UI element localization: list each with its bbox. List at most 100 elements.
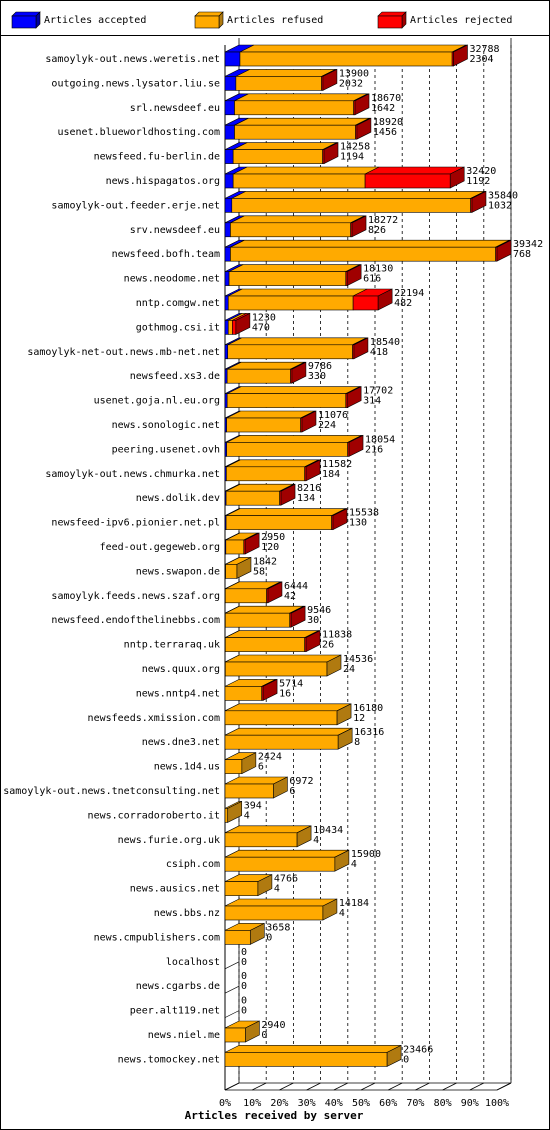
bar-top [225, 508, 346, 516]
x-tick [496, 1082, 512, 1091]
bar-top [224, 703, 352, 712]
x-tick-label: 80% [434, 1098, 452, 1109]
bar-segment [234, 124, 356, 140]
bar-top [231, 191, 485, 199]
x-tick-label: 60% [379, 1098, 397, 1109]
bar-segment [224, 295, 229, 311]
count-label-upper: 35840 [488, 190, 518, 201]
count-label-lower: 418 [370, 347, 388, 358]
bar-segment [352, 295, 379, 311]
bar-side [326, 654, 342, 677]
count-label-upper: 16316 [354, 727, 384, 738]
count-label-upper: 15900 [351, 849, 381, 860]
count-label-upper: 1230 [252, 312, 276, 323]
bar-segment [227, 320, 233, 335]
bar-side [290, 605, 306, 628]
bar-side [273, 776, 288, 799]
count-label-lower: 8 [354, 737, 360, 748]
y-tick-label: samoylyk-net-out.news.mb-net.net [27, 347, 220, 358]
count-label-lower: 6 [289, 786, 295, 797]
y-tick-label: newsfeed.fu-berlin.de [94, 152, 220, 163]
y-tick-label: feed-out.gegeweb.org [100, 542, 220, 553]
bar-top [224, 849, 350, 858]
bar-segment [224, 637, 305, 652]
count-label-upper: 32788 [469, 44, 499, 55]
bar-top [234, 117, 370, 126]
bar-side [262, 678, 278, 701]
bar-segment [224, 124, 235, 140]
bar-segment [232, 173, 366, 189]
y-tick-label: samoylyk-out.news.chmurka.net [45, 469, 220, 480]
x-tick-label: 40% [325, 1098, 343, 1109]
count-label-upper: 3658 [266, 922, 290, 933]
count-label-lower: 184 [322, 469, 340, 480]
bar-segment [224, 368, 228, 384]
legend-label: Articles refused [227, 15, 323, 26]
y-tick-label: gothmog.csi.it [136, 322, 220, 333]
count-label-upper: 394 [244, 800, 262, 811]
x-tick [360, 1082, 376, 1091]
y-tick-label: samoylyk-out.news.weretis.net [45, 54, 220, 65]
y-tick-label: news.furie.org.uk [118, 835, 220, 846]
bar-side [235, 312, 251, 335]
x-tick [469, 1082, 484, 1091]
count-label-lower: 768 [513, 249, 531, 260]
bar-segment [224, 832, 298, 848]
y-tick-label: news.niel.me [148, 1030, 220, 1041]
count-label-upper: 18054 [365, 434, 395, 445]
bar-segment [224, 808, 229, 823]
y-tick-label: news.dolik.dev [136, 493, 220, 504]
y-tick-label: newsfeed.endofthelinebbs.com [51, 615, 220, 626]
count-label-upper: 2950 [261, 532, 285, 543]
count-label-lower: 12 [353, 713, 365, 724]
count-label-lower: 1194 [340, 152, 364, 163]
bar-top [234, 93, 368, 102]
bar-side [322, 898, 338, 921]
bar-segment [224, 905, 324, 921]
bar-segment [224, 710, 338, 726]
bar-segment [224, 734, 339, 750]
count-label-lower: 24 [343, 664, 355, 675]
count-label-lower: 16 [279, 688, 291, 699]
count-label-upper: 11838 [322, 630, 352, 641]
y-tick-label: news.swapon.de [136, 566, 220, 577]
count-label-lower: 2304 [469, 54, 493, 65]
y-tick-label: news.hispagatos.org [106, 176, 220, 187]
bar-side [301, 410, 317, 433]
bar-top [233, 166, 380, 175]
count-label-upper: 14184 [339, 898, 369, 909]
count-label-lower: 0 [266, 932, 272, 943]
y-tick-label: csiph.com [166, 859, 220, 870]
legend-label: Articles rejected [410, 15, 512, 26]
x-tick [252, 1082, 267, 1091]
bar-side [356, 117, 372, 140]
y-tick-label: usenet.blueworldhosting.com [57, 127, 220, 138]
bar-segment [224, 612, 291, 628]
bar-side [241, 752, 257, 775]
count-label-lower: 216 [365, 444, 383, 455]
bar-segment [226, 417, 301, 433]
count-label-upper: 18920 [373, 117, 403, 128]
bar-top [224, 1045, 402, 1053]
count-label-lower: 130 [349, 518, 367, 529]
y-tick-label: usenet.goja.nl.eu.org [94, 396, 220, 407]
bar-segment [235, 76, 322, 91]
count-label-upper: 18670 [371, 93, 401, 104]
y-tick-label: srl.newsdeef.eu [130, 103, 220, 114]
bar-segment [239, 51, 453, 67]
y-tick-label: peer.alt119.net [130, 1006, 220, 1017]
bar-top [225, 654, 342, 663]
y-tick-label: newsfeed-ipv6.pionier.net.pl [51, 518, 220, 529]
x-tick-label: 90% [461, 1098, 479, 1109]
count-label-lower: 1192 [466, 176, 490, 187]
bar-segment [228, 271, 347, 286]
count-label-lower: 470 [252, 322, 270, 333]
count-label-lower: 314 [363, 396, 381, 407]
bar-segment [224, 246, 231, 262]
bar-side [280, 483, 296, 506]
bar-side [305, 459, 321, 482]
x-tick [224, 1082, 240, 1091]
count-label-upper: 6972 [289, 776, 313, 787]
x-tick-label: 50% [352, 1098, 370, 1109]
bar-side [449, 166, 465, 189]
